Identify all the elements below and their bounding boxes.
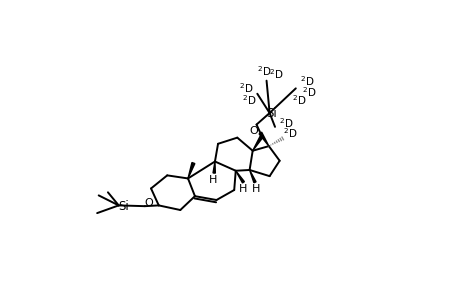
Text: $^2$D: $^2$D bbox=[292, 93, 306, 107]
Text: H: H bbox=[239, 184, 247, 194]
Text: $^2$D: $^2$D bbox=[300, 74, 314, 88]
Text: Si: Si bbox=[266, 107, 277, 120]
Text: $^2$D: $^2$D bbox=[279, 116, 293, 130]
Text: H: H bbox=[208, 175, 216, 185]
Text: O: O bbox=[144, 198, 153, 208]
Text: Si: Si bbox=[118, 200, 129, 213]
Text: $^2$D: $^2$D bbox=[238, 82, 252, 95]
Text: $^2$D: $^2$D bbox=[242, 93, 256, 107]
Text: O: O bbox=[249, 127, 258, 136]
Text: $^2$D: $^2$D bbox=[302, 85, 316, 99]
Polygon shape bbox=[258, 132, 268, 146]
Text: $^2$D: $^2$D bbox=[283, 126, 297, 140]
Text: $^2$D: $^2$D bbox=[268, 68, 282, 81]
Polygon shape bbox=[213, 161, 215, 173]
Text: $^2$D: $^2$D bbox=[257, 64, 271, 78]
Text: H: H bbox=[252, 184, 260, 194]
Polygon shape bbox=[235, 171, 244, 183]
Polygon shape bbox=[252, 135, 263, 151]
Polygon shape bbox=[188, 163, 195, 178]
Polygon shape bbox=[249, 170, 256, 183]
